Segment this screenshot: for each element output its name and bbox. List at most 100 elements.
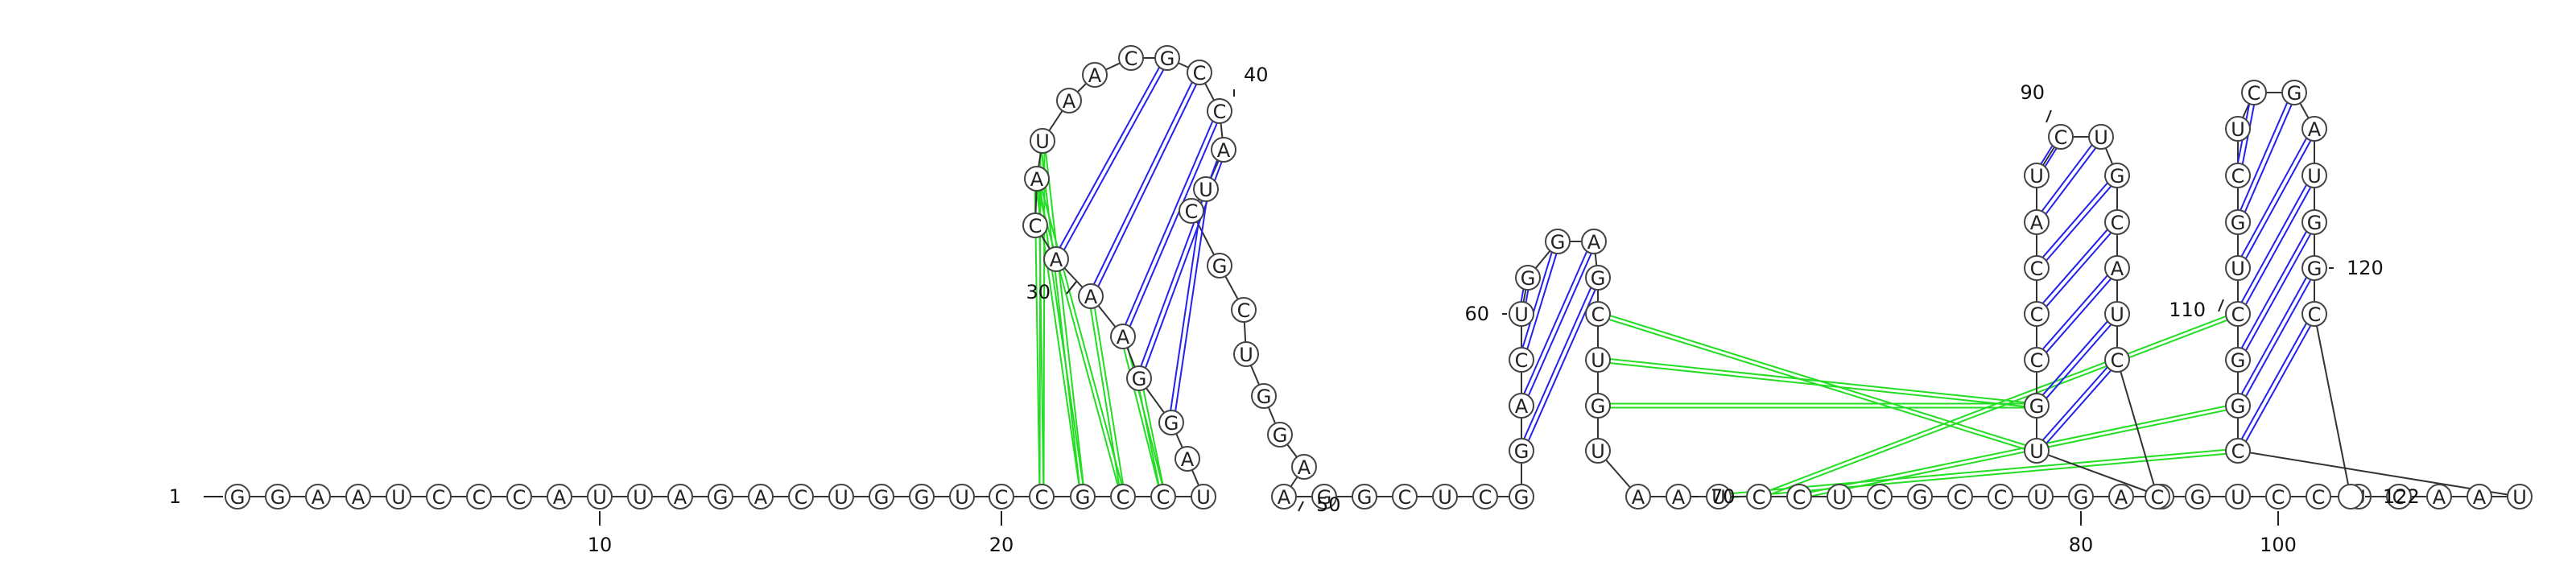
nucleotide: C: [1187, 60, 1212, 85]
nucleotide: A: [1110, 324, 1136, 349]
tertiary-line: [1039, 141, 1082, 497]
nucleotide-circle: [1988, 484, 2013, 509]
nucleotide-letter: A: [553, 486, 567, 509]
nucleotide-circle: [2507, 484, 2533, 509]
nucleotide-circle: [2225, 301, 2251, 327]
tertiary-line: [1140, 377, 1166, 497]
nucleotide-circle: [2024, 163, 2050, 188]
nucleotide-letter: C: [1994, 486, 2008, 509]
nucleotide: C: [1472, 484, 1498, 509]
nucleotide-circle: [748, 484, 774, 509]
nucleotide: A: [2467, 484, 2492, 509]
nucleotide-letter: C: [1873, 486, 1887, 509]
nucleotide: A: [1509, 393, 1534, 419]
base-pair-line: [2041, 229, 2108, 304]
nucleotide-circle: [305, 484, 331, 509]
nucleotide-circle: [1786, 484, 1812, 509]
nucleotide-circle: [2088, 124, 2114, 150]
nucleotide-letter: C: [1213, 101, 1227, 123]
nucleotide: U: [1193, 176, 1219, 202]
nucleotide-circle: [1585, 301, 1611, 327]
base-pair-line: [1092, 81, 1193, 285]
nucleotide-letter: U: [955, 486, 969, 509]
nucleotide: U: [1706, 484, 1732, 509]
nucleotide-letter: C: [1035, 486, 1049, 509]
nucleotide: C: [1585, 301, 1611, 327]
nucleotide-letter: A: [1278, 486, 1291, 509]
nucleotide: C: [1118, 45, 1144, 71]
nucleotide: C: [2024, 347, 2050, 373]
nucleotide-circle: [667, 484, 693, 509]
nucleotide: A: [1666, 484, 1691, 509]
nucleotide-letter: C: [2151, 486, 2165, 509]
tertiary-line: [1757, 311, 2238, 496]
nucleotide-circle: [1022, 212, 1048, 238]
nucleotide: G: [1585, 265, 1611, 291]
nucleotide-circle: [2301, 116, 2327, 142]
nucleotide: C: [1509, 347, 1534, 373]
nucleotide-letter: U: [1239, 344, 1253, 366]
nucleotide-circle: [386, 484, 411, 509]
base-pair-line: [1059, 67, 1161, 248]
nucleotide: U: [2301, 163, 2327, 188]
nucleotide-circle: [2386, 484, 2412, 509]
nucleotide: C: [1988, 484, 2013, 509]
nucleotide: C: [2301, 301, 2327, 327]
nucleotide: G: [708, 484, 733, 509]
index-label: 20: [989, 534, 1014, 556]
nucleotide-letter: U: [1711, 486, 1726, 509]
base-pair-line: [1526, 253, 1558, 349]
nucleotide-circle: [1827, 484, 1852, 509]
nucleotide: U: [1233, 341, 1259, 367]
nucleotide: G: [225, 484, 250, 509]
nucleotide-circle: [989, 484, 1014, 509]
nucleotide-letter: C: [1185, 200, 1199, 223]
nucleotide-letter: A: [1587, 231, 1601, 254]
nucleotide-letter: U: [391, 486, 406, 509]
nucleotide-circle: [909, 484, 935, 509]
nucleotide-circle: [2265, 484, 2291, 509]
index-label: 50: [1316, 493, 1341, 516]
nucleotide-circle: [2241, 80, 2267, 105]
nucleotide-circle: [1947, 484, 1973, 509]
nucleotide-letter: G: [1132, 368, 1147, 390]
nucleotide-circle: [1746, 484, 1772, 509]
nucleotide: G: [2301, 209, 2327, 235]
nucleotide-letter: C: [1193, 62, 1207, 85]
base-pair-line: [2240, 231, 2307, 349]
nucleotide-circle: [828, 484, 854, 509]
index-label: 40: [1244, 64, 1269, 86]
nucleotide-letter: C: [2231, 303, 2245, 326]
nucleotide-letter: A: [1063, 90, 1076, 113]
nucleotide: C: [2024, 255, 2050, 281]
nucleotide-circle: [587, 484, 613, 509]
nucleotide-circle: [1110, 484, 1136, 509]
base-pair-line: [2040, 145, 2054, 165]
nucleotide-letter: C: [2054, 126, 2068, 149]
nucleotide-letter: C: [473, 486, 486, 509]
tertiary-line: [1597, 361, 2037, 409]
tertiary-interactions: [1034, 140, 2240, 500]
nucleotide: C: [2225, 163, 2251, 188]
nucleotide: G: [1509, 484, 1534, 509]
nucleotide: G: [1154, 45, 1180, 71]
nucleotide-circle: [1581, 229, 1607, 254]
nucleotide-letter: G: [1913, 486, 1928, 509]
nucleotide: A: [2108, 484, 2134, 509]
nucleotide-circle: [2024, 301, 2050, 327]
tertiary-line: [1034, 179, 1122, 497]
index-label: 120: [2347, 257, 2384, 279]
nucleotide-circle: [1207, 98, 1232, 124]
base-pair-line: [2245, 233, 2312, 351]
nucleotide-circle: [1509, 301, 1534, 327]
tertiary-line: [1798, 402, 2238, 496]
nucleotide-letter: C: [795, 486, 808, 509]
nucleotide-letter: A: [2115, 486, 2128, 509]
nucleotide: G: [1585, 393, 1611, 419]
nucleotide: A: [1078, 283, 1104, 309]
nucleotide-circle: [547, 484, 572, 509]
nucleotide: U: [2225, 484, 2251, 509]
nucleotide-circle: [2225, 484, 2251, 509]
nucleotide: U: [2225, 116, 2251, 142]
